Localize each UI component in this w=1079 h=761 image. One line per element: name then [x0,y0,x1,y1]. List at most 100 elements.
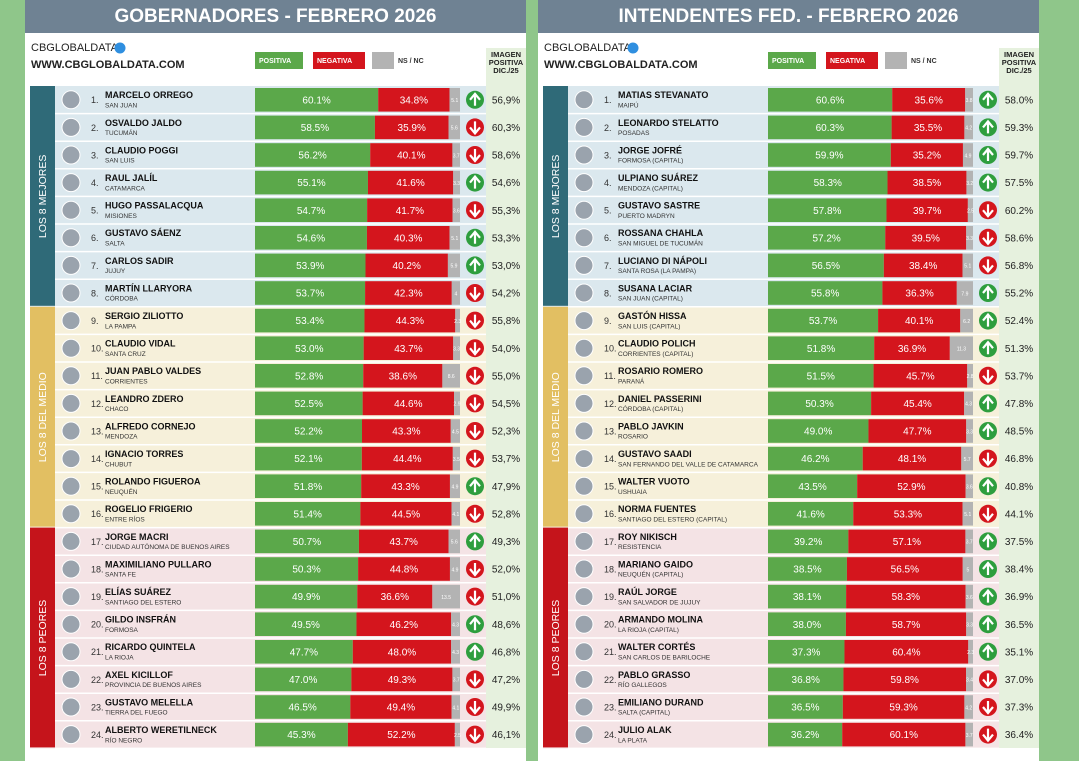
trend-arrow [469,287,481,301]
negative-bar [862,446,962,471]
photo [61,145,81,165]
positive-bar [255,667,352,692]
negative-label: 58.7% [892,620,920,631]
verified-badge [114,42,126,54]
positive-label: 52.1% [294,454,322,465]
prev-header: IMAGEN [491,50,521,59]
trend-arrow [469,230,481,244]
trend-arrow [469,452,481,467]
positive-bar [255,695,351,719]
positive-label: 43.5% [798,482,826,493]
nsnc-bar [449,88,460,112]
trend-arrow [982,507,994,522]
photo [61,90,81,110]
negative-label: 36.6% [381,592,409,603]
trend-arrow [982,478,994,493]
place: SANTIAGO DEL ESTERO [105,599,181,606]
negative-bar [364,308,456,333]
negative-label: 38.6% [389,371,417,382]
place: POSADAS [618,130,650,137]
photo [61,669,81,689]
photo [574,228,594,248]
negative-label: 60.4% [892,647,920,658]
prev-value: 35.1% [1005,647,1033,658]
name: WALTER CORTÉS [618,642,695,652]
positive-label: 47.7% [290,647,318,658]
name: GUSTAVO SÁENZ [105,228,182,238]
positive-label: 46.2% [801,454,829,465]
negative-bar [885,226,967,250]
negative-label: 43.3% [391,482,419,493]
name: DANIEL PASSERINI [618,394,702,404]
name: HUGO PASSALACQUA [105,201,204,211]
photo [574,697,594,717]
name: GASTÓN HISSA [618,310,687,321]
negative-label: 48.0% [388,647,416,658]
name: PABLO JAVKIN [618,421,684,431]
legend-swatch [768,52,816,69]
rank: 1. [604,95,612,105]
positive-label: 41.6% [796,509,824,520]
positive-label: 53.7% [809,316,837,327]
negative-label: 60.1% [890,730,918,741]
place: ROSARIO [618,434,648,441]
negative-bar [361,446,453,471]
name: JULIO ALAK [618,725,672,735]
name: IGNACIO TORRES [105,449,183,459]
photo [61,614,81,634]
negative-label: 39.7% [913,206,941,217]
prev-value: 60,3% [492,123,520,134]
negative-label: 56.5% [891,565,919,576]
nsnc-label: 3.3 [966,623,973,629]
nsnc-bar [451,695,460,719]
place: TUCUMÁN [105,128,138,137]
nsnc-bar [449,474,460,498]
positive-label: 52.8% [295,371,323,382]
place: CÓRDOBA (CAPITAL) [618,404,683,413]
positive-bar [255,226,367,250]
photo [574,366,594,386]
positive-label: 51.5% [807,371,835,382]
photo [61,200,81,220]
photo [61,587,81,607]
positive-bar [768,640,845,664]
nsnc-label: 3.3 [966,429,973,435]
positive-label: 47.0% [289,675,317,686]
nsnc-label: 2.3 [967,650,974,656]
negative-label: 41.7% [396,206,424,217]
name: GUSTAVO SASTRE [618,201,700,211]
negative-bar [843,667,967,692]
place: LA PLATA [618,737,648,744]
prev-value: 54,6% [492,178,520,189]
negative-bar [365,281,452,305]
prev-header: DIC./25 [493,66,518,75]
rank: 5. [91,206,99,216]
prev-value: 36.9% [1005,592,1033,603]
photo [61,283,81,303]
nsnc-label: 4.3 [452,650,459,656]
negative-label: 44.6% [394,399,422,410]
place: MAIPÚ [618,101,639,110]
nsnc-bar [962,253,973,278]
group-bar [543,86,568,306]
rank: 16. [604,509,617,519]
negative-label: 44.4% [393,454,421,465]
nsnc-label: 13.5 [441,595,451,601]
trend-arrow [469,314,481,329]
rank: 8. [604,288,612,298]
nsnc-label: 7.9 [961,291,968,297]
nsnc-bar [451,502,460,526]
negative-label: 48.1% [898,454,926,465]
negative-bar [358,557,450,581]
positive-label: 57.8% [813,206,841,217]
positive-label: 51.8% [294,482,322,493]
nsnc-bar [965,722,973,747]
prev-value: 55,3% [492,206,520,217]
group-label: LOS 8 DEL MEDIO [550,372,562,462]
rank: 18. [604,564,617,574]
name: ROY NIKISCH [618,532,677,542]
legend-swatch [313,52,365,69]
name: SUSANA LACIAR [618,283,693,293]
prev-value: 51.3% [1005,344,1033,355]
